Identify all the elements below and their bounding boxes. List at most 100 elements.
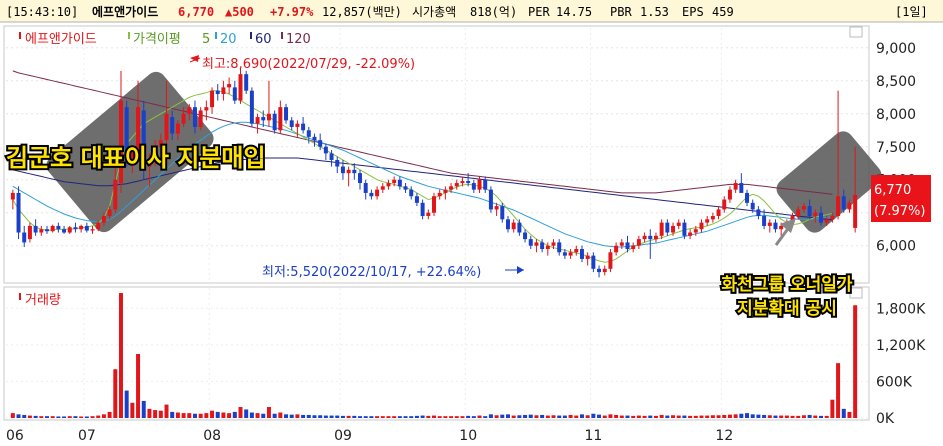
candle [198, 107, 203, 131]
volume-bar [579, 414, 584, 418]
candle-body [335, 159, 340, 167]
candle-body [358, 173, 363, 184]
candle [488, 186, 493, 213]
volume-bar [454, 416, 459, 418]
candle-body [113, 179, 118, 210]
volume-bar [158, 410, 163, 418]
candle [289, 117, 294, 131]
candle [597, 265, 602, 278]
volume-bar [767, 415, 772, 418]
x-axis: 06 07 08 09 10 11 12 [6, 28, 733, 444]
volume-bar [16, 414, 21, 418]
candle-body [443, 189, 448, 193]
volume-bar [397, 416, 402, 418]
candle [642, 232, 647, 243]
candle-body [745, 192, 750, 203]
legend-ma5: 5 [202, 32, 210, 47]
candle-body [511, 222, 516, 230]
candle-body [847, 202, 852, 210]
candle [170, 110, 175, 141]
candle [113, 166, 118, 213]
candle [824, 216, 829, 226]
volume-bar [523, 414, 528, 418]
candle [164, 80, 169, 147]
candle [409, 186, 414, 200]
candle [27, 222, 32, 243]
candle [688, 229, 693, 240]
candle [84, 222, 89, 233]
low-arrowhead [517, 266, 524, 274]
volume-bar [676, 415, 681, 418]
candle-body [107, 209, 112, 217]
volume-bar [716, 415, 721, 418]
candle [181, 107, 186, 127]
candle [380, 183, 385, 193]
candle [50, 224, 55, 233]
volume-bar [722, 414, 727, 418]
candle-body [204, 107, 209, 111]
volume-bar [648, 415, 653, 418]
header-volume: 12,857(백만) [322, 5, 402, 19]
x-tick-label: 11 [585, 428, 603, 444]
volume-bar [477, 415, 482, 418]
candle [693, 225, 698, 236]
volume-bar [426, 415, 431, 418]
candle [653, 232, 658, 243]
volume-bar [244, 409, 249, 418]
volume-bar [471, 416, 476, 418]
candle-body [278, 107, 283, 131]
candle [847, 199, 852, 213]
candle-body [659, 222, 664, 236]
candle-body [153, 146, 158, 160]
candle-body [261, 117, 266, 121]
volume-bar [50, 416, 55, 418]
candle [636, 235, 641, 250]
candle-body [801, 206, 806, 210]
volume-bar [608, 414, 613, 418]
candle-body [483, 179, 488, 190]
candle [141, 100, 146, 180]
volume-bar [130, 402, 135, 418]
candle [432, 192, 436, 217]
candle [523, 229, 528, 243]
volume-bar [96, 415, 101, 418]
annotations: 최고:8,690(2022/07/29, -22.09%) 최저:5,520(2… [4, 55, 931, 321]
candle-body [579, 249, 584, 259]
volume-bar [79, 416, 84, 418]
candle [278, 100, 283, 134]
volume-bar [249, 412, 254, 418]
candle [682, 219, 687, 240]
candle-body [272, 113, 277, 131]
candle-body [779, 225, 784, 230]
candle [511, 219, 516, 233]
candle [471, 179, 476, 193]
price-tick-label: 9,000 [876, 41, 916, 57]
volume-bar [739, 413, 744, 418]
volume-bar [141, 400, 146, 418]
candle-body [824, 219, 829, 223]
candle [249, 87, 254, 127]
candle-body [22, 232, 27, 243]
candle-body [562, 252, 567, 256]
volume-tick-label: 1,200K [876, 338, 926, 354]
volume-bar [727, 414, 732, 418]
panel-maximize-button[interactable] [849, 26, 863, 38]
candle [756, 206, 761, 220]
candle [443, 186, 448, 200]
x-tick-label: 07 [78, 428, 96, 444]
volume-bar [665, 415, 670, 418]
candle-body [56, 225, 61, 230]
volume-bar [505, 414, 510, 418]
candle-body [585, 255, 590, 259]
candle [625, 235, 630, 253]
candle [727, 186, 732, 203]
low-label: 최저:5,520(2022/10/17, +22.64%) [262, 265, 481, 280]
period-button[interactable]: [1일] [895, 5, 928, 19]
candle-body [534, 242, 539, 246]
candle [477, 176, 482, 193]
volume-bar [363, 416, 368, 418]
volume-bar [45, 416, 49, 418]
candle-body [170, 117, 175, 134]
volume-maximize-button[interactable] [849, 287, 863, 299]
